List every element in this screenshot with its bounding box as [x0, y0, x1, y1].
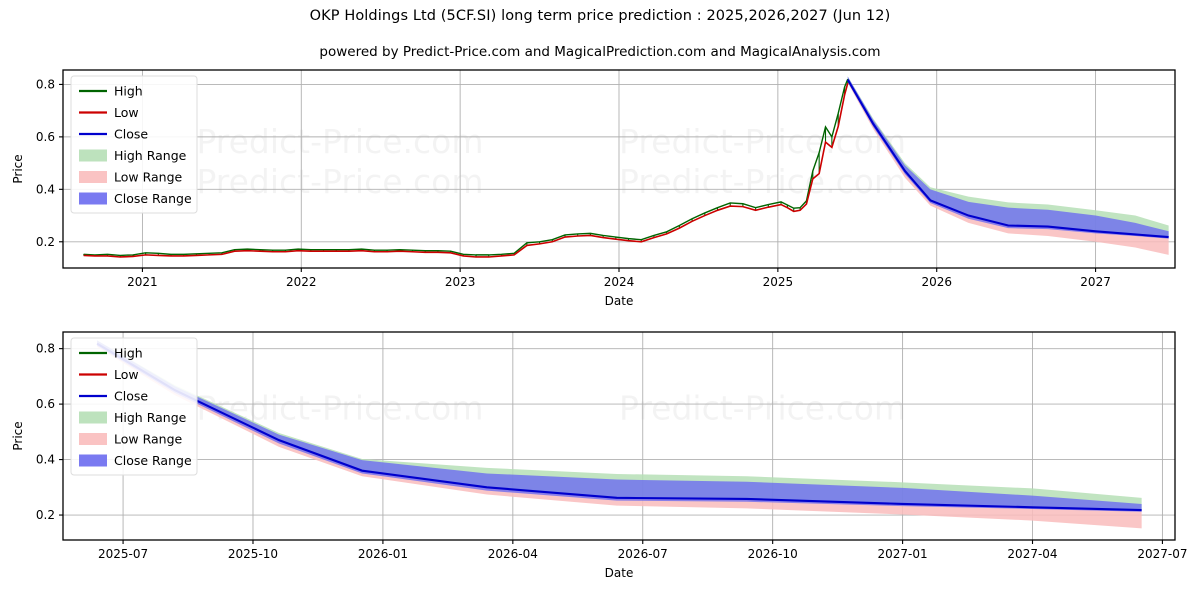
legend-patch-swatch [79, 171, 107, 183]
y-tick-label: 0.6 [36, 397, 55, 411]
legend-patch-swatch [79, 192, 107, 205]
x-tick-label: 2025-07 [98, 547, 148, 561]
legend-item-close-range[interactable]: Close Range [79, 453, 192, 468]
watermark: Predict-Price.com [619, 162, 906, 201]
x-axis-label: Date [605, 566, 634, 580]
legend-patch-swatch [79, 411, 107, 424]
y-tick-label: 0.2 [36, 235, 55, 249]
legend-label: High [114, 84, 143, 99]
watermark: Predict-Price.com [619, 122, 906, 161]
x-tick-label: 2023 [445, 275, 476, 289]
legend-item-low-range[interactable]: Low Range [79, 170, 183, 185]
y-tick-label: 0.2 [36, 508, 55, 522]
x-tick-label: 2026-01 [358, 547, 408, 561]
chart-panel-long-term-overview: Predict-Price.comPredict-Price.comPredic… [11, 69, 1176, 308]
legend-item-low[interactable]: Low [79, 105, 139, 120]
legend-label: Low Range [114, 170, 183, 185]
x-tick-label: 2026-04 [488, 547, 538, 561]
legend: High Low Close High Range Low Range Close Ran… [70, 337, 198, 476]
legend-label: Close [114, 389, 148, 404]
x-tick-label: 2025 [763, 275, 794, 289]
y-axis-label: Price [11, 154, 25, 183]
legend-label: Low Range [114, 432, 183, 447]
legend-item-high[interactable]: High [79, 84, 143, 99]
watermark: Predict-Price.com [196, 122, 483, 161]
x-tick-label: 2025-10 [228, 547, 278, 561]
legend-item-high[interactable]: High [79, 346, 143, 361]
legend-label: Low [114, 105, 139, 120]
legend-item-low[interactable]: Low [79, 367, 139, 382]
x-tick-label: 2026-10 [748, 547, 798, 561]
y-tick-label: 0.4 [36, 453, 55, 467]
low-range-band [847, 79, 1169, 255]
legend-item-close[interactable]: Close [79, 127, 148, 142]
x-tick-label: 2026 [921, 275, 952, 289]
axis-frame [62, 331, 1176, 541]
y-axis-label: Price [11, 421, 25, 450]
legend-item-close-range[interactable]: Close Range [79, 191, 192, 206]
legend-item-high-range[interactable]: High Range [79, 410, 187, 425]
legend: High Low Close High Range Low Range Close Ran… [70, 75, 198, 214]
x-tick-label: 2027 [1080, 275, 1111, 289]
legend-label: Low [114, 367, 139, 382]
low-history-line [83, 82, 849, 258]
y-tick-label: 0.8 [36, 77, 55, 91]
x-tick-label: 2022 [286, 275, 317, 289]
legend-item-close[interactable]: Close [79, 389, 148, 404]
legend-patch-swatch [79, 454, 107, 467]
legend-label: High Range [114, 148, 187, 163]
close-forecast-line [846, 79, 1169, 239]
watermark: Predict-Price.com [619, 388, 906, 427]
y-tick-label: 0.8 [36, 342, 55, 356]
legend-item-low-range[interactable]: Low Range [79, 432, 183, 447]
figure-subtitle: powered by Predict-Price.com and Magical… [319, 44, 881, 60]
legend-patch-swatch [79, 433, 107, 445]
y-tick-label: 0.6 [36, 130, 55, 144]
low-range-band [97, 343, 1142, 529]
y-tick-label: 0.4 [36, 182, 55, 196]
x-tick-label: 2027-01 [878, 547, 928, 561]
x-tick-label: 2027-07 [1137, 547, 1187, 561]
legend-label: Close Range [114, 191, 192, 206]
legend-label: High Range [114, 410, 187, 425]
legend-item-high-range[interactable]: High Range [79, 148, 187, 163]
legend-patch-swatch [79, 149, 107, 162]
x-tick-label: 2026-07 [618, 547, 668, 561]
legend-label: Close Range [114, 453, 192, 468]
x-tick-label: 2027-04 [1007, 547, 1057, 561]
chart-panel-forecast-detail: Predict-Price.comPredict-Price.com0.20.4… [11, 331, 1187, 580]
high-history-line [83, 78, 849, 257]
close-forecast-line [96, 342, 1142, 512]
x-axis-label: Date [605, 294, 634, 308]
watermark: Predict-Price.com [196, 162, 483, 201]
figure-title: OKP Holdings Ltd (5CF.SI) long term pric… [309, 8, 891, 24]
legend-label: Close [114, 127, 148, 142]
x-tick-label: 2024 [604, 275, 635, 289]
legend-label: High [114, 346, 143, 361]
x-tick-label: 2021 [127, 275, 158, 289]
